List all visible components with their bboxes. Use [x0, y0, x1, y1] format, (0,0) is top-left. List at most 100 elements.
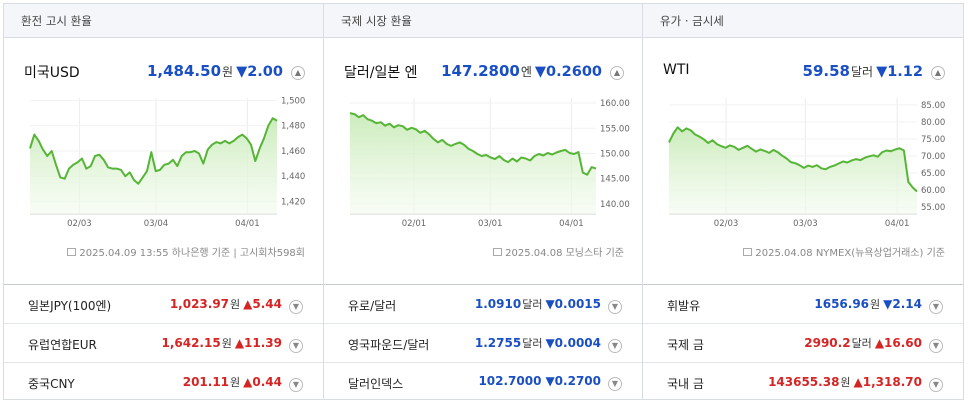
list-item-change: ▲11.39 [234, 336, 282, 350]
price-unit: 원 [222, 65, 234, 79]
x-tick-label: 02/03 [714, 219, 739, 229]
source-text: 2025.04.08 모닝스타 기준 [505, 248, 624, 259]
panel-main[interactable]: 미국USD 1,484.50 원 ▼2.00 ▲ 02/03 03/04 04/01… [4, 39, 323, 284]
list-item[interactable]: 중국CNY 201.11 원 ▲0.44 ▼ [4, 363, 323, 402]
expand-toggle-icon[interactable]: ▼ [929, 339, 943, 353]
list-item-value: 1.0910 [474, 297, 522, 311]
source-text: 2025.04.08 NYMEX(뉴욕상업거래소) 기준 [755, 248, 945, 259]
list-item-change: ▲5.44 [243, 297, 282, 311]
list-item[interactable]: 국내 금 143655.38 원 ▲1,318.70 ▼ [643, 363, 963, 402]
price-change: ▼0.2600 [534, 64, 602, 80]
list-item[interactable]: 휘발유 1656.96 원 ▼2.14 ▼ [643, 285, 963, 324]
y-tick-label: 150.00 [600, 149, 630, 159]
x-tick-label: 04/01 [559, 219, 584, 229]
document-icon [743, 248, 753, 256]
x-tick-label: 04/01 [885, 219, 910, 229]
list-item-change: ▲0.44 [243, 375, 282, 389]
list-item[interactable]: 달러인덱스 102.7000 ▼0.2700 ▼ [324, 363, 642, 402]
current-price: 59.58 [802, 62, 850, 80]
y-tick-label: 160.00 [600, 99, 630, 109]
current-price: 1,484.50 [146, 62, 222, 80]
expand-toggle-icon[interactable]: ▼ [608, 339, 622, 353]
panel-header: 국제 시장 환율 [324, 4, 642, 38]
expand-toggle-icon[interactable]: ▼ [289, 339, 303, 353]
expand-toggle-icon[interactable]: ▼ [929, 300, 943, 314]
list-item-unit: 달러 [851, 337, 872, 350]
series-line [668, 126, 918, 193]
panel-oil-gold: 유가 · 금시세 WTI 59.58 달러 ▼1.12 ▲ 02/03 03/03… [642, 3, 964, 400]
list-item-value: 102.7000 [478, 374, 542, 388]
y-tick-label: 155.00 [600, 124, 630, 134]
collapse-toggle-icon[interactable]: ▲ [291, 66, 305, 80]
list-item-name: 유럽연합EUR [28, 338, 97, 352]
related-list: 유로/달러 1.0910 달러 ▼0.0015 ▼ 영국파운드/달러 1.275… [324, 284, 642, 402]
y-tick-label: 1,500 [281, 97, 305, 107]
y-tick-label: 65.00 [921, 169, 945, 179]
price-unit: 엔 [520, 65, 532, 79]
price-change: ▼1.12 [876, 64, 923, 80]
panel-main[interactable]: 달러/일본 엔 147.2800 엔 ▼0.2600 ▲ 02/01 03/01 0… [324, 39, 642, 284]
collapse-toggle-icon[interactable]: ▲ [931, 66, 945, 80]
list-item-name: 중국CNY [28, 377, 75, 391]
list-item-change: ▲1,318.70 [853, 375, 922, 389]
series-line [29, 117, 278, 185]
expand-toggle-icon[interactable]: ▼ [929, 378, 943, 392]
list-item-change: ▲16.60 [874, 336, 922, 350]
list-item-unit: 원 [221, 337, 232, 350]
list-item-value: 1656.96 [814, 297, 870, 311]
list-item-value: 1,642.15 [161, 336, 221, 350]
y-tick-label: 75.00 [921, 135, 945, 145]
list-item-name: 일본JPY(100엔) [28, 299, 112, 313]
list-item-unit: 달러 [522, 337, 543, 350]
y-tick-label: 70.00 [921, 152, 945, 162]
y-tick-label: 1,460 [281, 147, 305, 157]
list-item-name: 휘발유 [667, 299, 701, 313]
related-list: 휘발유 1656.96 원 ▼2.14 ▼ 국제 금 2990.2 달러 ▲16… [643, 284, 963, 402]
list-item-value: 143655.38 [768, 375, 840, 389]
list-item[interactable]: 영국파운드/달러 1.2755 달러 ▼0.0004 ▼ [324, 324, 642, 363]
y-tick-label: 140.00 [600, 200, 630, 210]
collapse-toggle-icon[interactable]: ▲ [610, 66, 624, 80]
panel-international-fx: 국제 시장 환율 달러/일본 엔 147.2800 엔 ▼0.2600 ▲ 02… [323, 3, 643, 400]
commodity-name[interactable]: WTI [663, 62, 690, 78]
list-item-name: 국제 금 [667, 338, 704, 352]
y-tick-label: 85.00 [921, 101, 945, 111]
y-tick-label: 145.00 [600, 175, 630, 185]
currency-name[interactable]: 달러/일본 엔 [344, 65, 418, 81]
x-tick-label: 02/03 [67, 219, 92, 229]
list-item-value: 1.2755 [474, 336, 522, 350]
x-tick-label: 03/03 [793, 219, 818, 229]
y-tick-label: 55.00 [921, 203, 945, 213]
expand-toggle-icon[interactable]: ▼ [608, 377, 622, 391]
source-text: 2025.04.09 13:55 하나은행 기준 | 고시회차598회 [79, 248, 305, 259]
price-unit: 달러 [850, 65, 874, 79]
list-item-unit: 원 [230, 376, 241, 389]
list-item[interactable]: 유럽연합EUR 1,642.15 원 ▲11.39 ▼ [4, 324, 323, 363]
list-item[interactable]: 국제 금 2990.2 달러 ▲16.60 ▼ [643, 324, 963, 363]
price-change: ▼2.00 [236, 64, 283, 80]
list-item-unit: 원 [840, 376, 851, 389]
price-chart: 02/03 03/04 04/01 1,420 1,440 1,460 1,480 1,500 [29, 97, 305, 229]
panel-exchange-notice: 환전 고시 환율 미국USD 1,484.50 원 ▼2.00 ▲ 02/03 0… [3, 3, 324, 400]
y-tick-label: 1,420 [281, 197, 305, 207]
source-note: 2025.04.08 NYMEX(뉴욕상업거래소) 기준 [743, 244, 945, 259]
currency-name[interactable]: 미국USD [24, 65, 80, 81]
expand-toggle-icon[interactable]: ▼ [289, 300, 303, 314]
list-item-value: 1,023.97 [169, 297, 230, 311]
y-tick-label: 1,440 [281, 172, 305, 182]
series-area [30, 118, 277, 214]
x-tick-label: 03/04 [144, 219, 169, 229]
x-tick-label: 04/01 [235, 219, 260, 229]
list-item-name: 영국파운드/달러 [348, 338, 430, 352]
series-area [669, 127, 917, 214]
list-item[interactable]: 유로/달러 1.0910 달러 ▼0.0015 ▼ [324, 285, 642, 324]
expand-toggle-icon[interactable]: ▼ [608, 300, 622, 314]
price-chart: 02/03 03/03 04/01 55.00 60.00 65.00 70.00 75.00… [668, 98, 945, 229]
document-icon [67, 248, 77, 256]
list-item-change: ▼0.0015 [545, 297, 601, 311]
panel-main[interactable]: WTI 59.58 달러 ▼1.12 ▲ 02/03 03/03 04/01 55.0… [643, 39, 963, 284]
expand-toggle-icon[interactable]: ▼ [289, 378, 303, 392]
list-item[interactable]: 일본JPY(100엔) 1,023.97 원 ▲5.44 ▼ [4, 285, 323, 324]
y-tick-label: 60.00 [921, 186, 945, 196]
